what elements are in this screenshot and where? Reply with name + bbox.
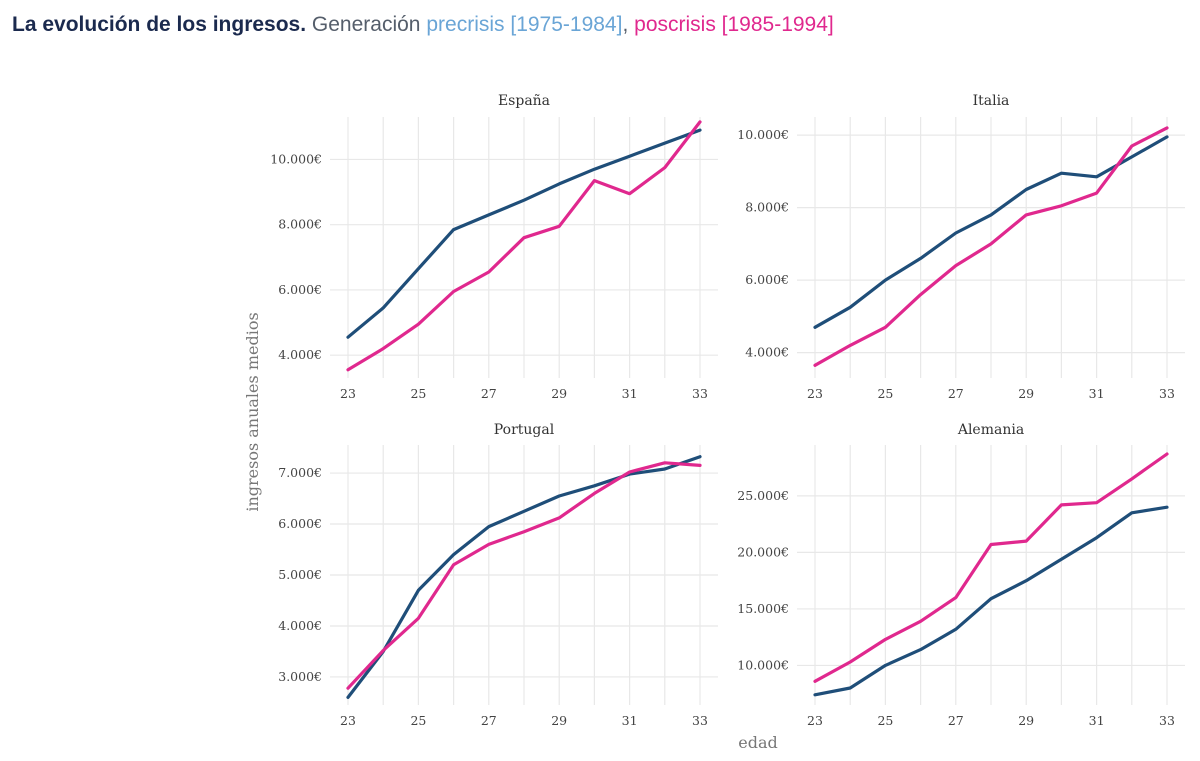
y-tick-label: 6.000€ [278,282,322,297]
x-tick-label: 23 [340,713,356,728]
panel-alemania: 23 25 27 29 31 33 10.000€ 15.000€ 20.000€ 25.000€… [737,422,1185,728]
panel-title: España [498,93,550,109]
y-tick-label: 6.000€ [278,516,322,531]
y-tick-label: 7.000€ [278,465,322,480]
x-tick-label: 29 [1018,386,1034,401]
y-tick-label: 25.000€ [737,488,789,503]
y-tick-label: 6.000€ [745,272,789,287]
series-line-precrisis [813,135,1169,329]
y-tick-label: 8.000€ [278,217,322,232]
y-tick-label: 10.000€ [737,657,789,672]
x-tick-label: 33 [1159,713,1175,728]
series-line-poscrisis [813,452,1169,683]
x-tick-label: 27 [948,713,964,728]
series-line-precrisis [813,505,1169,697]
legend-poscrisis: poscrisis [1985-1994] [634,13,834,36]
x-tick-label: 23 [807,386,823,401]
panel-espana: 23 25 27 29 31 33 4.000€ 6.000€ 8.000€ 10.000€ Esp… [270,93,718,401]
panel-title: Italia [973,93,1010,109]
series-line-precrisis [346,455,702,700]
x-tick-label: 33 [692,713,708,728]
y-tick-label: 4.000€ [278,347,322,362]
x-tick-label: 27 [948,386,964,401]
series-line-poscrisis [346,120,702,372]
x-axis-title: edad [738,733,778,752]
x-tick-label: 31 [1089,713,1105,728]
y-tick-label: 10.000€ [737,127,789,142]
panel-title: Portugal [494,422,555,438]
y-tick-label: 10.000€ [270,151,322,166]
series-line-poscrisis [346,461,702,690]
x-tick-label: 29 [1018,713,1034,728]
y-axis-title: ingresos anuales medios [243,312,262,511]
x-tick-label: 23 [340,386,356,401]
x-tick-label: 31 [1089,386,1105,401]
legend-separator: , [622,13,629,36]
series-line-poscrisis [813,126,1169,367]
y-tick-label: 5.000€ [278,567,322,582]
x-tick-label: 29 [551,713,567,728]
series-line-precrisis [346,128,702,339]
x-tick-label: 27 [481,386,497,401]
header-title: La evolución de los ingresos. [12,13,307,36]
y-tick-label: 20.000€ [737,544,789,559]
x-tick-label: 25 [877,386,893,401]
panel-portugal: 23 25 27 29 31 33 3.000€ 4.000€ 5.000€ 6.000€ 7.00… [278,422,718,728]
panel-title: Alemania [957,422,1024,438]
y-tick-label: 8.000€ [745,200,789,215]
x-tick-label: 25 [410,713,426,728]
x-tick-label: 33 [692,386,708,401]
chart-header: La evolución de los ingresos. Generación… [12,10,834,40]
x-tick-label: 25 [410,386,426,401]
x-tick-label: 29 [551,386,567,401]
x-tick-label: 23 [807,713,823,728]
y-tick-label: 15.000€ [737,601,789,616]
x-tick-label: 31 [622,713,638,728]
x-tick-label: 27 [481,713,497,728]
legend-precrisis: precrisis [1975-1984] [426,13,623,36]
panel-italia: 23 25 27 29 31 33 4.000€ 6.000€ 8.000€ 10.000€ Ita… [737,93,1185,401]
header-generation-label: Generación [311,13,421,36]
x-tick-label: 31 [622,386,638,401]
y-tick-label: 3.000€ [278,669,322,684]
x-tick-label: 25 [877,713,893,728]
y-tick-label: 4.000€ [278,618,322,633]
x-tick-label: 33 [1159,386,1175,401]
y-tick-label: 4.000€ [745,345,789,360]
